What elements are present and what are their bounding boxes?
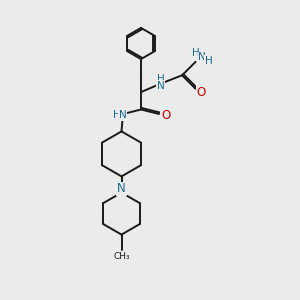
Text: H: H — [157, 74, 165, 84]
Text: N: N — [157, 81, 165, 91]
Text: O: O — [161, 109, 170, 122]
Text: H: H — [112, 110, 120, 120]
Text: H: H — [205, 56, 213, 66]
Text: N: N — [117, 182, 126, 196]
Text: O: O — [196, 86, 206, 99]
Text: H: H — [192, 48, 200, 59]
Text: N: N — [118, 110, 126, 120]
Text: CH₃: CH₃ — [113, 252, 130, 261]
Text: N: N — [198, 52, 206, 62]
